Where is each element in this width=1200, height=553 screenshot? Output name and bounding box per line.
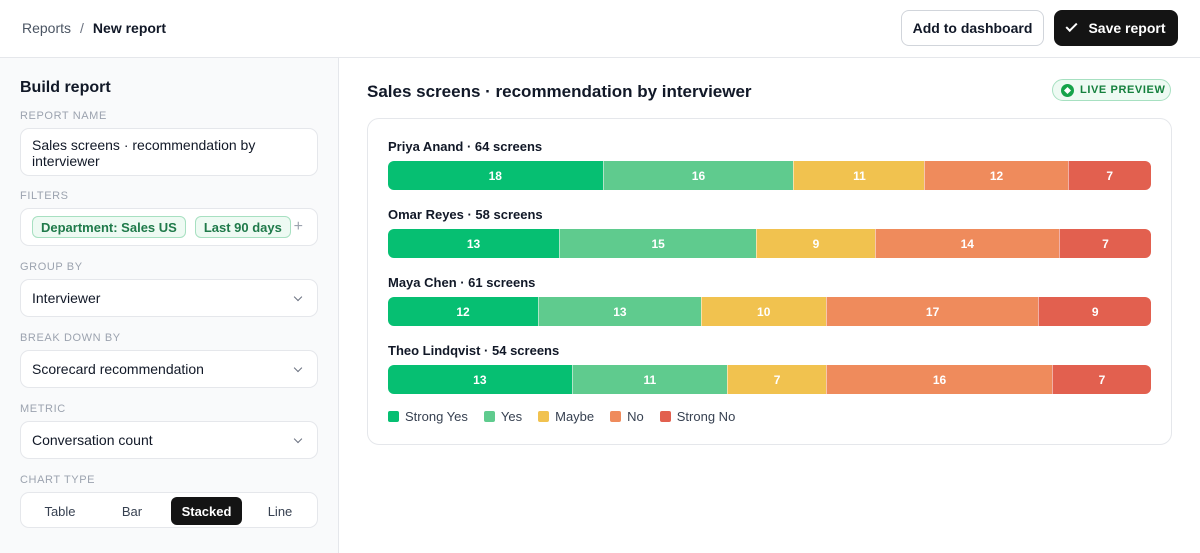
chart-legend: Strong Yes Yes Maybe No Strong No <box>388 409 751 424</box>
bar-segment-maybe[interactable]: 9 <box>756 229 875 258</box>
filters-label: FILTERS <box>20 190 69 202</box>
chart-type-stacked[interactable]: Stacked <box>171 497 242 525</box>
interviewer-row-label: Maya Chen · 61 screens <box>388 275 536 290</box>
top-bar: Reports / New report Add to dashboard Sa… <box>0 0 1200 58</box>
breadcrumb-reports-link[interactable]: Reports <box>22 20 72 36</box>
live-preview-badge: LIVE PREVIEW <box>1052 79 1171 101</box>
bar-segment-yes[interactable]: 16 <box>602 161 794 190</box>
chevron-down-icon <box>293 363 303 373</box>
build-report-sidebar: Build report REPORT NAME Sales screens ·… <box>0 58 339 553</box>
group-by-label: GROUP BY <box>20 261 83 273</box>
metric-value: Conversation count <box>32 432 153 448</box>
chart-type-segmented-control: Table Bar Stacked Line <box>20 492 318 528</box>
metric-label: METRIC <box>20 403 66 415</box>
save-report-button[interactable]: Save report <box>1054 10 1178 46</box>
bar-segment-yes[interactable]: 13 <box>538 297 701 326</box>
breadcrumb: Reports / New report <box>22 20 166 36</box>
bar-segment-strong-yes[interactable]: 13 <box>388 229 560 258</box>
bar-segment-maybe[interactable]: 11 <box>793 161 925 190</box>
legend-label: Strong Yes <box>405 409 468 424</box>
bar-segment-strong-no[interactable]: 9 <box>1038 297 1151 326</box>
legend-label: No <box>627 409 644 424</box>
report-title: Sales screens · recommendation by interv… <box>367 82 752 101</box>
legend-label: Maybe <box>555 409 595 424</box>
chart-type-label: CHART TYPE <box>20 474 96 486</box>
legend-item: Maybe <box>538 409 594 424</box>
interviewer-row-label: Omar Reyes · 58 screens <box>388 207 543 222</box>
add-filter-icon[interactable]: + <box>293 218 303 235</box>
filter-chip-date-range[interactable]: Last 90 days <box>194 216 291 238</box>
report-name-input[interactable]: Sales screens · recommendation by interv… <box>20 128 318 176</box>
break-down-by-label: BREAK DOWN BY <box>20 332 121 344</box>
legend-swatch <box>483 411 495 422</box>
sidebar-title: Build report <box>20 79 111 96</box>
bar-segment-yes[interactable]: 15 <box>559 229 757 258</box>
bar-segment-maybe[interactable]: 10 <box>700 297 826 326</box>
breadcrumb-separator: / <box>80 20 84 36</box>
chart-type-table[interactable]: Table <box>44 503 76 519</box>
bar-segment-no[interactable]: 12 <box>924 161 1068 190</box>
chart-type-bar[interactable]: Bar <box>121 503 143 519</box>
report-preview-panel: Sales screens · recommendation by interv… <box>340 58 1200 553</box>
legend-swatch <box>659 411 671 422</box>
add-to-dashboard-button[interactable]: Add to dashboard <box>901 10 1044 46</box>
group-by-value: Interviewer <box>32 290 101 306</box>
chevron-down-icon <box>293 292 303 302</box>
bar-segment-strong-no[interactable]: 7 <box>1067 161 1151 190</box>
save-report-label: Save report <box>1088 20 1166 36</box>
bar-segment-strong-yes[interactable]: 13 <box>388 365 572 394</box>
legend-item: No <box>610 409 644 424</box>
stacked-bar-chart: Strong Yes Yes Maybe No Strong No Priya Anan… <box>367 118 1172 445</box>
report-name-label: REPORT NAME <box>20 110 107 122</box>
live-preview-label: LIVE PREVIEW <box>1080 84 1166 96</box>
legend-swatch <box>388 411 399 422</box>
legend-item: Yes <box>483 409 523 424</box>
bar-segment-no[interactable]: 16 <box>826 365 1053 394</box>
bar-segment-no[interactable]: 14 <box>874 229 1059 258</box>
bar-segment-no[interactable]: 17 <box>825 297 1039 326</box>
bar-segment-strong-yes[interactable]: 18 <box>388 161 603 190</box>
legend-item: Strong No <box>659 409 736 424</box>
legend-swatch <box>538 411 550 422</box>
legend-label: Strong No <box>676 409 736 424</box>
live-indicator-icon <box>1061 83 1074 97</box>
legend-label: Yes <box>500 409 523 424</box>
bar-segment-strong-no[interactable]: 7 <box>1058 229 1151 258</box>
bar-segment-strong-yes[interactable]: 12 <box>388 297 539 326</box>
bar-segment-strong-no[interactable]: 7 <box>1052 365 1151 394</box>
check-icon <box>1065 19 1078 33</box>
stacked-bar: 13 11 7 16 7 <box>388 365 1151 394</box>
chart-type-line[interactable]: Line <box>267 503 293 519</box>
metric-select[interactable]: Conversation count <box>20 421 318 459</box>
filters-field: Department: Sales US Last 90 days + <box>20 208 318 246</box>
breadcrumb-current: New report <box>92 20 167 36</box>
add-to-dashboard-label: Add to dashboard <box>912 20 1033 36</box>
stacked-bar: 12 13 10 17 9 <box>388 297 1151 326</box>
group-by-select[interactable]: Interviewer <box>20 279 318 317</box>
break-down-by-value: Scorecard recommendation <box>32 361 204 377</box>
interviewer-row-label: Theo Lindqvist · 54 screens <box>388 343 560 358</box>
stacked-bar: 18 16 11 12 7 <box>388 161 1151 190</box>
break-down-by-select[interactable]: Scorecard recommendation <box>20 350 318 388</box>
bar-segment-maybe[interactable]: 7 <box>727 365 826 394</box>
legend-item: Strong Yes <box>388 409 468 424</box>
chevron-down-icon <box>293 434 303 444</box>
stacked-bar: 13 15 9 14 7 <box>388 229 1151 258</box>
bar-segment-yes[interactable]: 11 <box>571 365 728 394</box>
filter-chip-department[interactable]: Department: Sales US <box>32 216 186 238</box>
interviewer-row-label: Priya Anand · 64 screens <box>388 139 543 154</box>
legend-swatch <box>610 411 622 422</box>
